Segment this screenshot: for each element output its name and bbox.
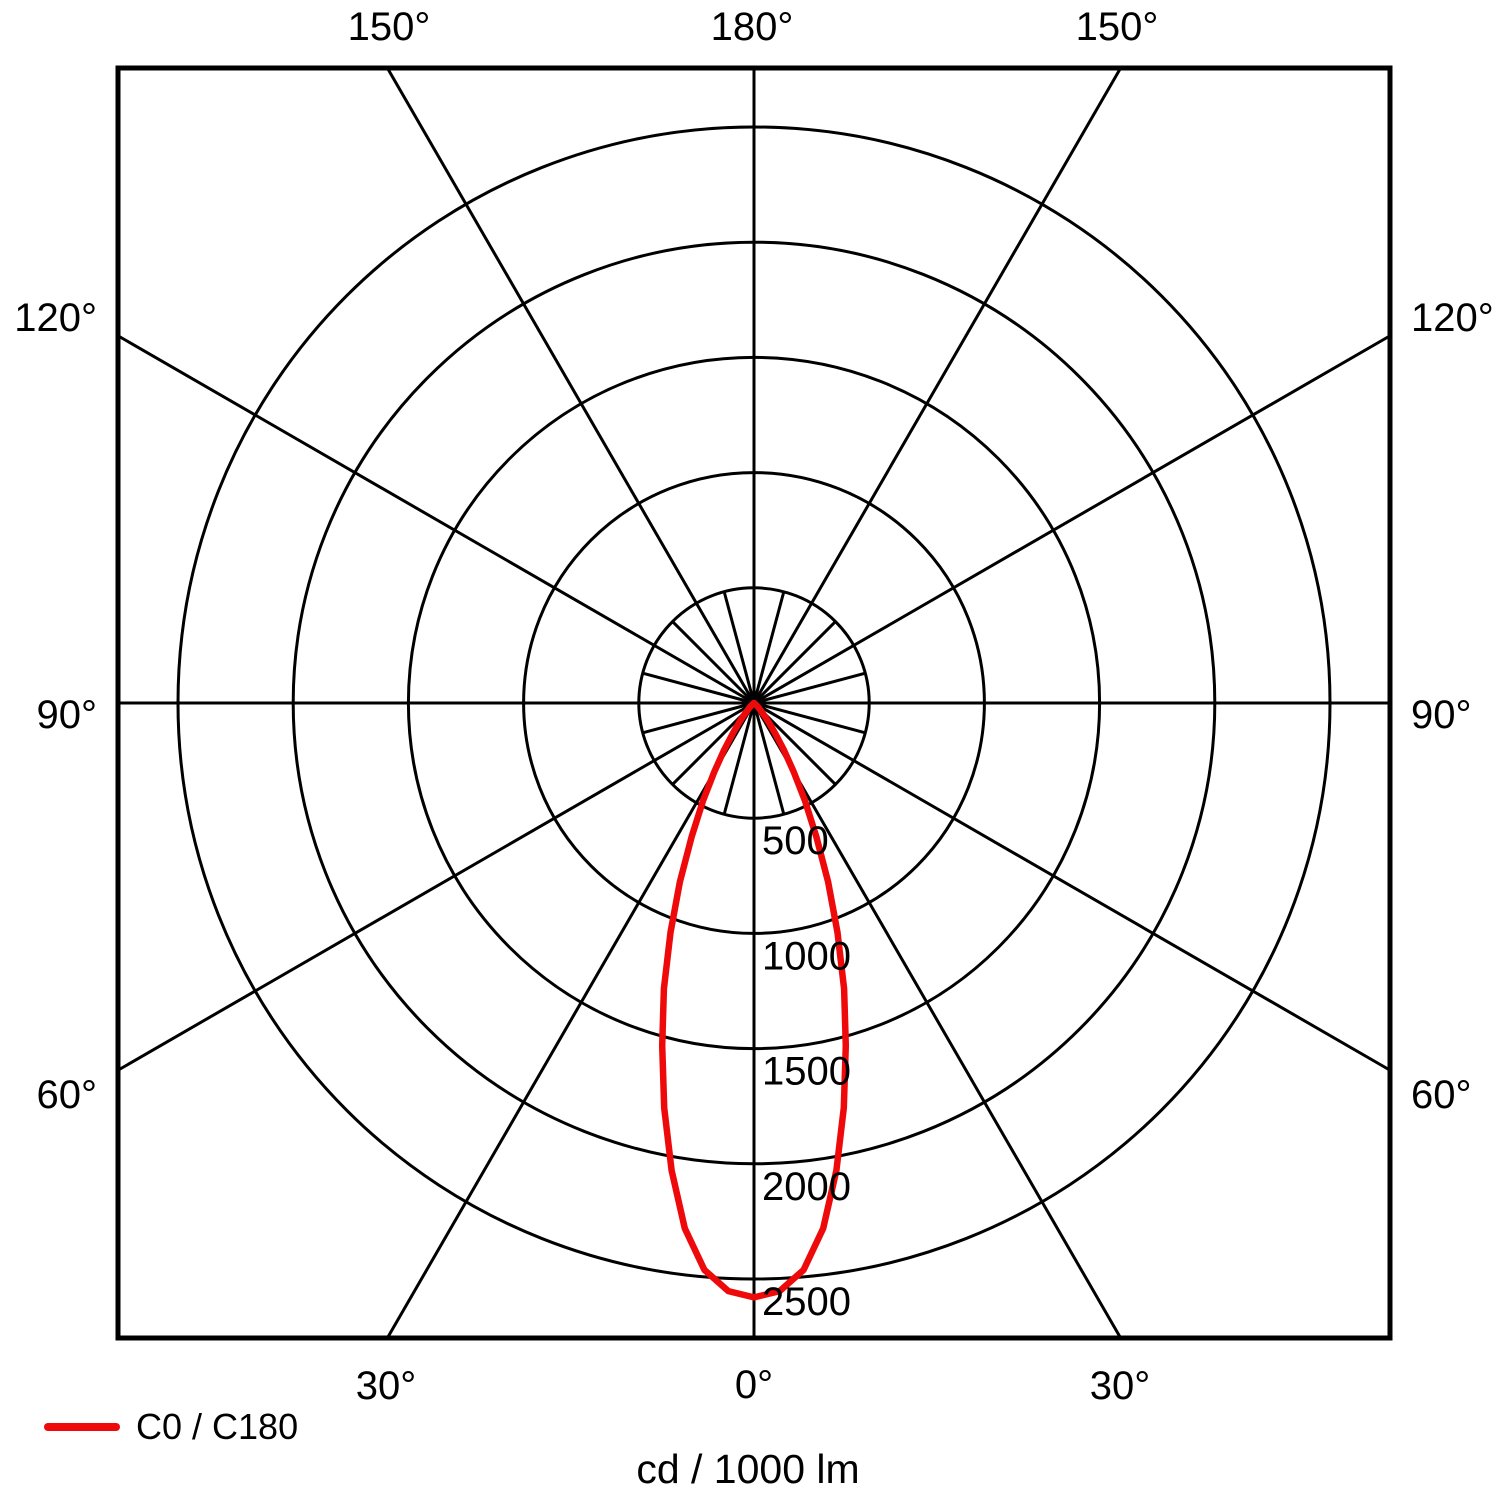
grid-minor-ray (722, 591, 756, 704)
legend-label: C0 / C180 (136, 1406, 299, 1447)
angle-tick-label: 30° (1090, 1364, 1151, 1408)
radial-tick-label: 500 (762, 819, 829, 863)
grid-minor-ray (753, 701, 866, 735)
grid-minor-ray (752, 620, 837, 705)
grid-ring (176, 125, 1332, 1281)
grid-minor-ray (753, 671, 866, 705)
grid-minor-ray (671, 620, 756, 705)
angle-tick-label: 180° (711, 5, 794, 49)
grid-ring (291, 240, 1217, 1166)
grid-ring (637, 586, 871, 820)
angle-tick-label: 30° (356, 1364, 417, 1408)
grid-minor-ray (642, 671, 755, 705)
angle-tick-label: 120° (14, 296, 97, 340)
grid-ring (406, 355, 1102, 1051)
radial-tick-label: 2000 (762, 1165, 851, 1209)
intensity-curve-c0-c180 (658, 699, 850, 1301)
angle-tick-label: 150° (348, 5, 431, 49)
grid-minor-ray (752, 702, 786, 815)
radial-tick-label: 1500 (762, 1050, 851, 1094)
legend: C0 / C180 (44, 1404, 298, 1450)
angle-tick-label: 150° (1076, 5, 1159, 49)
radial-tick-label: 1000 (762, 934, 851, 978)
radial-tick-label: 2500 (762, 1280, 851, 1324)
grid-minor-ray (752, 591, 786, 704)
legend-line-c0-c180 (44, 1423, 120, 1431)
angle-tick-label: 90° (1411, 693, 1472, 737)
angle-tick-label: 120° (1411, 296, 1494, 340)
grid-ring (522, 471, 986, 935)
angle-tick-label: 60° (1411, 1073, 1472, 1117)
angle-tick-label: 90° (37, 693, 98, 737)
angle-tick-label: 0° (735, 1363, 773, 1407)
axis-unit-label: cd / 1000 lm (636, 1446, 860, 1492)
angle-tick-label: 60° (37, 1073, 98, 1117)
plot-border (115, 65, 1393, 1341)
grid-minor-ray (722, 702, 756, 815)
grid-minor-ray (642, 701, 755, 735)
